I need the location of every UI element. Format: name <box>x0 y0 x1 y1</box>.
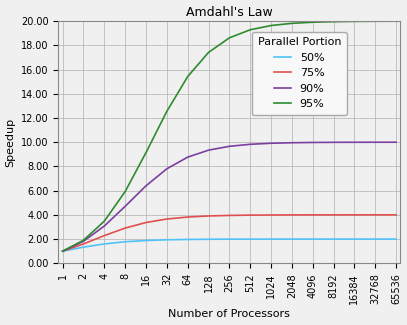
50% <box>352 237 357 241</box>
75% <box>352 213 357 217</box>
90% <box>102 224 107 228</box>
95% <box>269 24 274 28</box>
90% <box>206 148 211 152</box>
50% <box>206 237 211 241</box>
95% <box>331 20 336 24</box>
Legend: 50%, 75%, 90%, 95%: 50%, 75%, 90%, 95% <box>252 32 347 115</box>
95% <box>310 20 315 24</box>
95% <box>289 21 294 25</box>
50% <box>144 239 149 242</box>
75% <box>227 214 232 217</box>
95% <box>60 249 65 253</box>
95% <box>394 19 398 23</box>
75% <box>394 213 398 217</box>
75% <box>248 213 253 217</box>
75% <box>102 234 107 238</box>
75% <box>269 213 274 217</box>
95% <box>81 238 86 242</box>
90% <box>144 184 149 188</box>
95% <box>185 75 190 79</box>
75% <box>144 221 149 225</box>
90% <box>164 167 169 171</box>
95% <box>206 50 211 54</box>
75% <box>373 213 378 217</box>
50% <box>185 238 190 241</box>
50% <box>102 242 107 246</box>
75% <box>310 213 315 217</box>
95% <box>164 110 169 113</box>
Title: Amdahl's Law: Amdahl's Law <box>186 6 273 19</box>
90% <box>60 249 65 253</box>
50% <box>310 237 315 241</box>
Line: 90%: 90% <box>63 142 396 251</box>
50% <box>81 245 86 249</box>
95% <box>373 19 378 23</box>
95% <box>144 150 149 154</box>
50% <box>373 237 378 241</box>
90% <box>352 140 357 144</box>
90% <box>310 140 315 144</box>
Line: 75%: 75% <box>63 215 396 251</box>
50% <box>164 238 169 242</box>
50% <box>331 237 336 241</box>
75% <box>185 215 190 219</box>
90% <box>123 204 128 208</box>
90% <box>373 140 378 144</box>
90% <box>227 144 232 148</box>
90% <box>289 141 294 145</box>
75% <box>60 249 65 253</box>
75% <box>164 217 169 221</box>
Line: 50%: 50% <box>63 239 396 251</box>
Line: 95%: 95% <box>63 21 396 251</box>
75% <box>123 226 128 230</box>
90% <box>185 155 190 159</box>
90% <box>394 140 398 144</box>
X-axis label: Number of Processors: Number of Processors <box>168 309 290 319</box>
50% <box>60 249 65 253</box>
50% <box>289 237 294 241</box>
50% <box>227 237 232 241</box>
90% <box>331 140 336 144</box>
95% <box>102 219 107 223</box>
90% <box>81 239 86 243</box>
75% <box>331 213 336 217</box>
90% <box>269 141 274 145</box>
95% <box>227 36 232 40</box>
95% <box>123 189 128 193</box>
90% <box>248 142 253 146</box>
95% <box>352 20 357 23</box>
75% <box>289 213 294 217</box>
50% <box>123 240 128 244</box>
95% <box>248 28 253 32</box>
50% <box>394 237 398 241</box>
75% <box>206 214 211 218</box>
75% <box>81 242 86 246</box>
Y-axis label: Speedup: Speedup <box>6 118 15 167</box>
50% <box>269 237 274 241</box>
50% <box>248 237 253 241</box>
